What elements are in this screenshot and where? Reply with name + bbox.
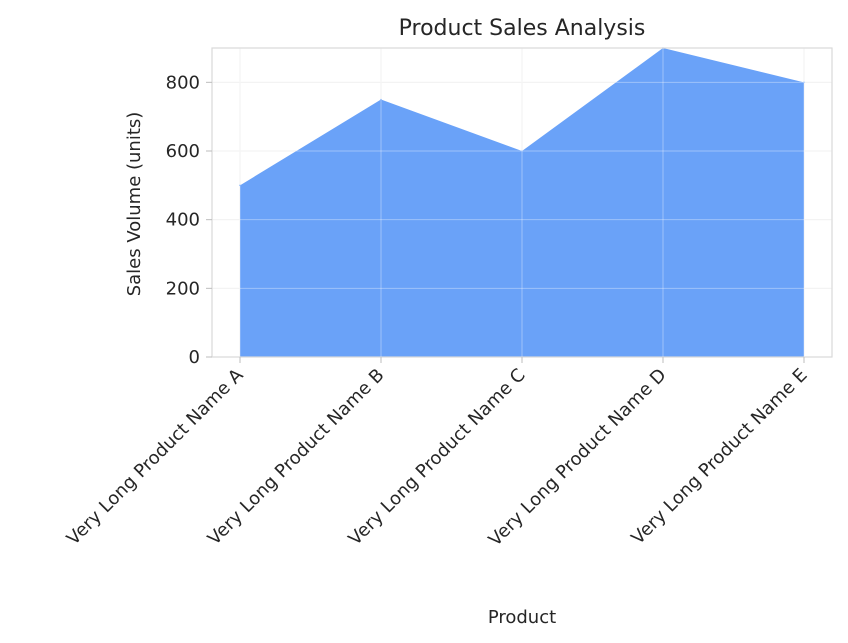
area-series [240, 48, 804, 357]
data-point-1 [239, 184, 241, 187]
data-point-2 [380, 98, 382, 101]
data-point-3 [521, 150, 523, 152]
y-tick-label-200: 200 [166, 278, 200, 299]
x-axis-label: Product [488, 607, 556, 628]
y-tick-label-800: 800 [166, 72, 200, 93]
y-tick-label-600: 600 [166, 141, 200, 162]
chart-title: Product Sales Analysis [399, 16, 646, 41]
y-axis-label: Sales Volume (units) [124, 112, 145, 297]
data-point-5 [803, 81, 805, 84]
y-tick-label-400: 400 [166, 210, 200, 231]
y-tick-label-0: 0 [189, 347, 200, 368]
